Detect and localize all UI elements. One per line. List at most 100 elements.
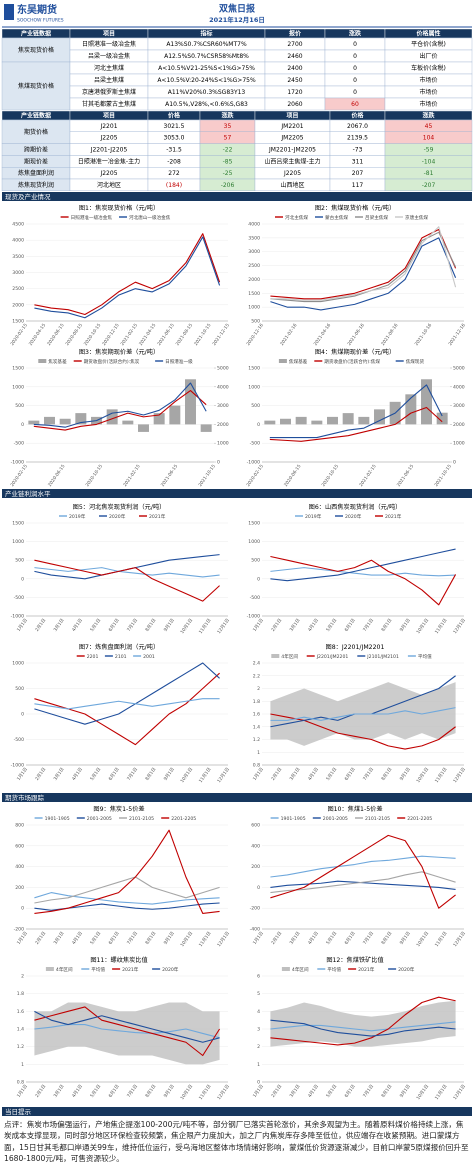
- group-label: 焦煤现货价格: [18, 82, 54, 90]
- y2-tick-label: 0: [217, 460, 220, 466]
- x-tick-label: 8月1日: [144, 931, 157, 946]
- x-tick-label: 12月1日: [216, 1084, 231, 1102]
- bar: [75, 413, 87, 425]
- bar: [106, 409, 118, 425]
- x-tick-label: 7月1日: [126, 618, 139, 633]
- bar: [153, 413, 165, 425]
- series-line: [34, 236, 221, 319]
- table-cell-text: 311: [352, 158, 364, 165]
- x-tick-label: 12月1日: [452, 767, 467, 785]
- y-tick-label: 1: [21, 1062, 24, 1068]
- x-tick-label: 3月1日: [52, 767, 65, 782]
- group-label: 期货价格: [24, 128, 48, 136]
- series-line: [34, 662, 220, 725]
- x-tick-label: 3月1日: [288, 618, 301, 633]
- x-tick-label: 2月1日: [34, 1084, 47, 1099]
- legend-label: 日照港准一级: [165, 358, 193, 365]
- x-tick-label: 1月1日: [16, 767, 29, 782]
- chart-title: 图9：焦炭1-5价差: [93, 805, 144, 813]
- series-line: [34, 233, 221, 316]
- x-tick-label: 2月1日: [34, 767, 47, 782]
- y-tick-label: 3000: [12, 270, 24, 276]
- x-tick-label: 12月1日: [452, 1084, 467, 1102]
- x-tick-label: 6月1日: [344, 767, 357, 782]
- table-header: 报价: [289, 30, 302, 38]
- y-tick-label: 1: [257, 1062, 260, 1068]
- y-tick-label: 1.4: [253, 724, 260, 730]
- y-tick-label: 0: [21, 576, 24, 582]
- table-cell-text: JM2201-JM2205: [268, 147, 316, 154]
- table-header: 价格属性: [416, 30, 440, 38]
- y-tick-label: 2500: [248, 263, 260, 269]
- y-tick-label: 500: [251, 403, 260, 409]
- table-header: 项目: [103, 30, 115, 38]
- y-tick-label: 1000: [12, 661, 24, 667]
- x-tick-label: 12月1日: [452, 931, 467, 949]
- series-line: [270, 567, 456, 577]
- x-tick-label: 2020-08-15: [64, 322, 84, 347]
- x-tick-label: 7月1日: [362, 931, 375, 946]
- y-tick-label: 1500: [12, 319, 24, 325]
- y-tick-label: 1000: [248, 305, 260, 311]
- legend-label: J2101/JM2101: [366, 654, 399, 660]
- y-tick-label: 500: [251, 319, 260, 325]
- x-tick-label: 8月1日: [144, 1084, 157, 1099]
- series-line: [34, 892, 220, 905]
- section-title: 期货市场跟踪: [5, 793, 45, 802]
- y-tick-label: 2000: [248, 277, 260, 283]
- y-tick-label: 3: [257, 1027, 260, 1033]
- y-tick-label: -200: [250, 906, 261, 912]
- x-tick-label: 2021-06-15: [160, 463, 180, 488]
- table-cell-text: 0: [353, 53, 357, 60]
- table-header: 价格: [168, 112, 181, 120]
- y-tick-label: 2000: [12, 302, 24, 308]
- y2-tick-label: 0: [453, 460, 456, 466]
- y-tick-label: 200: [251, 864, 260, 870]
- bar: [358, 416, 370, 425]
- series-line: [34, 698, 220, 710]
- table-header: 指标: [200, 30, 212, 38]
- x-tick-label: 6月1日: [108, 767, 121, 782]
- y-tick-label: 3500: [248, 235, 260, 241]
- x-tick-label: 8月1日: [380, 618, 393, 633]
- legend-label: 2101-2105: [129, 816, 154, 822]
- y-tick-label: 0: [257, 885, 260, 891]
- table-cell-text: J2205: [283, 170, 301, 177]
- table-header: 项目: [103, 112, 115, 120]
- y-tick-label: 2: [257, 686, 260, 692]
- chart-title: 图6：山西焦炭现货利润（元/吨）: [309, 503, 402, 511]
- bar: [436, 412, 448, 425]
- legend-label: 平均值: [91, 966, 105, 973]
- series-line: [269, 406, 443, 442]
- table-cell-text: 2139.5: [347, 135, 368, 142]
- legend-label: 2001: [143, 654, 155, 660]
- x-tick-label: 12月1日: [216, 767, 231, 785]
- series-line: [270, 707, 456, 721]
- x-tick-label: 3月1日: [288, 1084, 301, 1099]
- table-cell-text: -73: [353, 147, 363, 154]
- table-cell-text: 272: [168, 170, 180, 177]
- x-tick-label: 2021-10-16: [414, 322, 434, 347]
- table-cell-text: 2460: [287, 53, 302, 60]
- table-cell-text: 0: [353, 77, 357, 84]
- table-cell-text: 3053.0: [164, 135, 185, 142]
- table-cell-text: A12.5%S0.7%CSR58%Mt8%: [164, 53, 249, 60]
- chart-title: 图3：焦炭期现价差（元/吨）: [79, 348, 159, 356]
- x-tick-label: 3月1日: [52, 1084, 65, 1099]
- table-cell-text: 山西地区: [280, 181, 304, 189]
- legend-label: 吕梁主焦煤: [365, 214, 388, 221]
- x-tick-label: 8月1日: [380, 767, 393, 782]
- legend-label: 2019年: [69, 513, 86, 520]
- y-tick-label: 1500: [248, 521, 260, 527]
- x-tick-label: 2021-06-15: [156, 322, 176, 347]
- legend-label: 2201-2205: [407, 816, 432, 822]
- table-cell-text: 市场价: [419, 76, 437, 84]
- series-line: [34, 829, 220, 914]
- legend-swatch: [38, 359, 47, 363]
- y-tick-label: 500: [15, 558, 24, 564]
- legend-label: 蒙古主焦煤: [325, 214, 348, 221]
- series-line: [33, 390, 207, 431]
- x-tick-label: 9月1日: [163, 618, 176, 633]
- table-cell-text: 117: [352, 182, 364, 189]
